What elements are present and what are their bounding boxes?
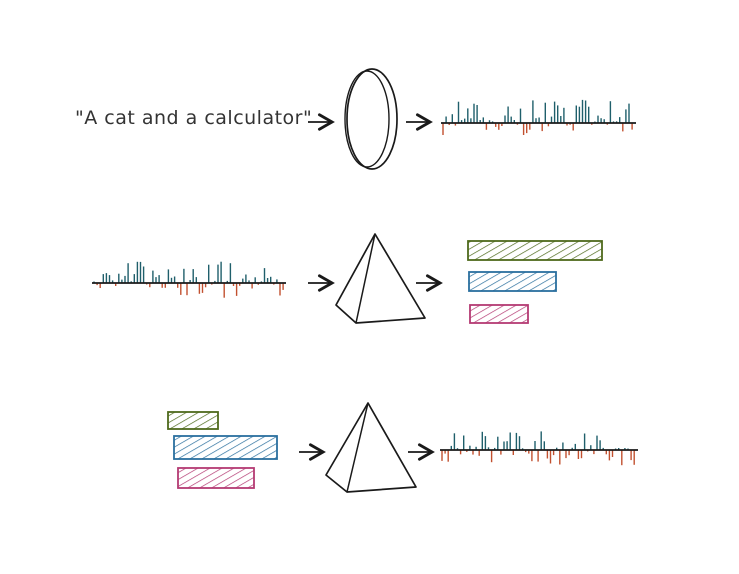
bar-blue xyxy=(173,435,278,460)
embedding-spikes xyxy=(441,99,636,135)
text-encoder-lens-icon xyxy=(344,68,398,170)
pyramid-icon xyxy=(325,402,417,493)
embedding-spikes xyxy=(440,431,638,466)
bar-green xyxy=(467,240,603,261)
bar-pink xyxy=(177,467,255,489)
pyramid-icon xyxy=(335,233,426,324)
bar-blue xyxy=(468,271,557,292)
row-text-to-embedding: "A cat and a calculator" xyxy=(75,68,636,170)
bar-pink xyxy=(469,304,529,324)
embedding-spikes xyxy=(92,261,286,298)
prompt-text: "A cat and a calculator" xyxy=(75,107,312,129)
row-bars-to-embedding xyxy=(167,402,638,493)
bar-green xyxy=(167,411,219,430)
row-embedding-to-bars xyxy=(92,233,603,324)
